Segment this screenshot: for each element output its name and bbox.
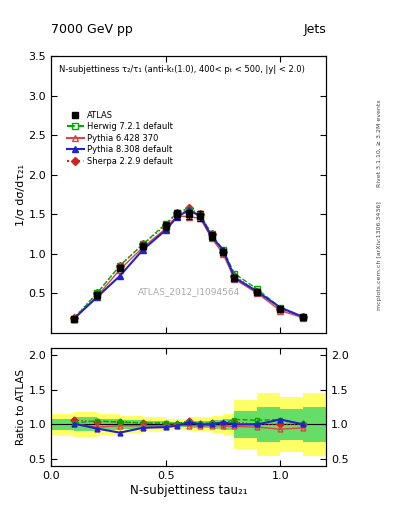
X-axis label: N-subjettiness tau₂₁: N-subjettiness tau₂₁ [130, 483, 248, 497]
Text: mcplots.cern.ch [arXiv:1306.3436]: mcplots.cern.ch [arXiv:1306.3436] [377, 202, 382, 310]
Text: Jets: Jets [303, 23, 326, 36]
Text: N-subjettiness τ₂/τ₁ (anti-kₜ(1.0), 400< pₜ < 500, |y| < 2.0): N-subjettiness τ₂/τ₁ (anti-kₜ(1.0), 400<… [59, 65, 305, 74]
Text: 7000 GeV pp: 7000 GeV pp [51, 23, 133, 36]
Text: Rivet 3.1.10, ≥ 3.2M events: Rivet 3.1.10, ≥ 3.2M events [377, 99, 382, 187]
Y-axis label: 1/σ dσ/dτ₂₁: 1/σ dσ/dτ₂₁ [16, 163, 26, 226]
Legend: ATLAS, Herwig 7.2.1 default, Pythia 6.428 370, Pythia 8.308 default, Sherpa 2.2.: ATLAS, Herwig 7.2.1 default, Pythia 6.42… [64, 108, 176, 169]
Y-axis label: Ratio to ATLAS: Ratio to ATLAS [16, 369, 26, 445]
Text: ATLAS_2012_I1094564: ATLAS_2012_I1094564 [138, 287, 240, 296]
